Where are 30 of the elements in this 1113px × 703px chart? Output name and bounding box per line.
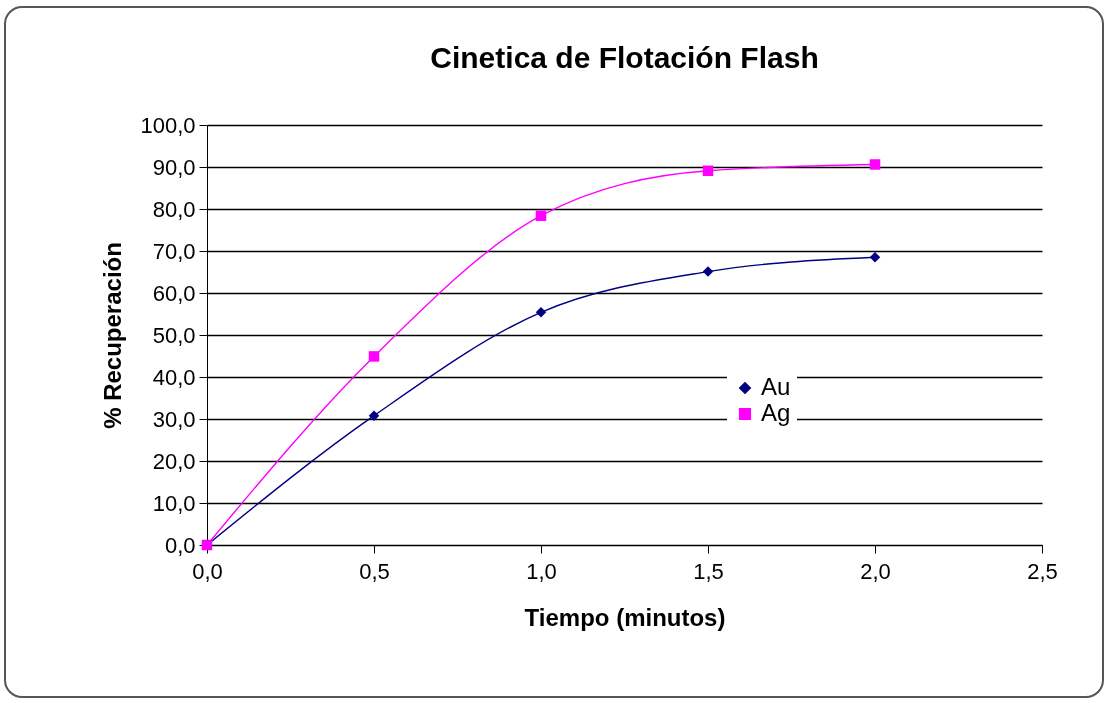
y-tick-label: 20,0 — [152, 448, 196, 474]
x-tick-label: 0,5 — [359, 558, 390, 584]
y-tick-label: 80,0 — [152, 196, 196, 222]
point — [368, 351, 380, 362]
x-tick-label: 1,5 — [693, 558, 724, 584]
point — [869, 252, 881, 263]
point — [368, 410, 380, 421]
y-tick-label: 100,0 — [140, 112, 196, 138]
y-tick-label: 0,0 — [164, 532, 196, 558]
legend-label: Ag — [761, 399, 791, 426]
point — [702, 266, 714, 277]
y-tick-label: 70,0 — [152, 238, 196, 264]
x-tick-label: 2,5 — [1027, 558, 1058, 584]
x-axis-title: Tiempo (minutos) — [524, 603, 726, 631]
x-tick-label: 1,0 — [526, 558, 557, 584]
point — [702, 165, 714, 177]
y-tick-label: 50,0 — [152, 322, 196, 348]
x-tick-label: 2,0 — [860, 558, 891, 584]
x-tick-label: 0,0 — [192, 558, 223, 584]
chart-title: Cinetica de Flotación Flash — [430, 41, 819, 74]
y-tick-label: 40,0 — [152, 364, 196, 390]
y-tick-label: 60,0 — [152, 280, 196, 306]
point — [535, 210, 547, 221]
y-tick-label: 30,0 — [152, 406, 196, 432]
y-axis-title: % Recuperación — [99, 242, 127, 429]
legend-label: Au — [761, 373, 791, 400]
point — [869, 159, 881, 170]
y-tick-label: 90,0 — [152, 154, 196, 180]
point — [535, 307, 547, 318]
y-tick-label: 10,0 — [152, 490, 196, 516]
